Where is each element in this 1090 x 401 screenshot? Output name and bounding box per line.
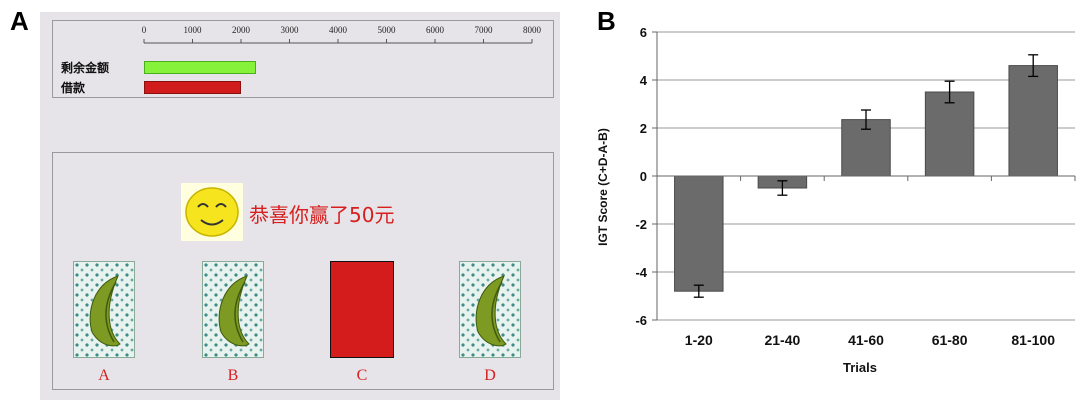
x-tick-label: 81-100 bbox=[1011, 332, 1055, 348]
card-label-a: A bbox=[98, 367, 110, 384]
leaf-icon bbox=[89, 275, 121, 347]
leaf-icon bbox=[475, 275, 507, 347]
card-label-b: B bbox=[227, 367, 239, 384]
x-tick-label: 1-20 bbox=[685, 332, 713, 348]
y-tick-label: 4 bbox=[640, 73, 648, 88]
scale-tick-label: 2000 bbox=[232, 25, 250, 35]
card-deck-a[interactable] bbox=[73, 261, 135, 358]
row-label-loan: 借款 bbox=[61, 81, 86, 95]
game-screen: 0 1000 2000 3000 4000 5000 6000 7000 8000 剩余金额 借… bbox=[40, 12, 560, 400]
panel-label-b: B bbox=[597, 6, 616, 36]
loan-bar bbox=[144, 81, 241, 94]
y-axis-label: IGT Score (C+D-A-B) bbox=[596, 128, 610, 246]
scale-tick-label: 8000 bbox=[523, 25, 541, 35]
x-tick-label: 61-80 bbox=[932, 332, 968, 348]
card-deck-d[interactable] bbox=[459, 261, 521, 358]
card-deck-b[interactable] bbox=[202, 261, 264, 358]
card-deck-c[interactable] bbox=[330, 261, 394, 358]
y-tick-label: -6 bbox=[635, 313, 647, 328]
scale-tick-label: 6000 bbox=[426, 25, 444, 35]
y-tick-label: 6 bbox=[640, 25, 647, 40]
scale-tick-label: 7000 bbox=[474, 25, 493, 35]
bar-81-100 bbox=[1008, 65, 1058, 177]
y-tick-label: 0 bbox=[640, 169, 647, 184]
scale-tick-label: 3000 bbox=[280, 25, 299, 35]
smiley-face-icon bbox=[181, 183, 243, 241]
balance-bar-panel: 0 1000 2000 3000 4000 5000 6000 7000 8000 剩余金额 借… bbox=[52, 20, 554, 98]
bar-1-20 bbox=[674, 175, 724, 292]
y-tick-labels: -6 -4 -2 0 2 4 6 bbox=[635, 25, 647, 328]
win-message: 恭喜你赢了50元 bbox=[249, 203, 395, 227]
scale-tick-label: 1000 bbox=[183, 25, 202, 35]
card-label-c: C bbox=[356, 367, 368, 384]
error-bars bbox=[693, 54, 1039, 298]
balance-bar bbox=[144, 61, 256, 74]
x-axis-label: Trials bbox=[843, 360, 877, 375]
panel-label-a: A bbox=[10, 6, 29, 36]
y-tick-label: 2 bbox=[640, 121, 647, 136]
axes bbox=[652, 31, 1076, 321]
x-tick-label: 21-40 bbox=[764, 332, 800, 348]
leaf-icon bbox=[218, 275, 250, 347]
igt-score-chart: -6 -4 -2 0 2 4 6 1-20 21-40 41-60 61-80 81-100 IGT… bbox=[596, 25, 1076, 375]
y-tick-label: -2 bbox=[635, 217, 647, 232]
card-label-d: D bbox=[484, 367, 496, 384]
scale-tick-label: 5000 bbox=[377, 25, 396, 35]
y-tick-label: -4 bbox=[635, 265, 647, 280]
row-label-balance: 剩余金额 bbox=[61, 61, 110, 75]
balance-scale bbox=[143, 39, 533, 44]
x-tick-label: 41-60 bbox=[848, 332, 884, 348]
card-table: 恭喜你赢了50元 A B C D bbox=[52, 152, 554, 390]
scale-tick-label: 0 bbox=[141, 25, 147, 35]
scale-tick-label: 4000 bbox=[329, 25, 347, 35]
bar-61-80 bbox=[924, 91, 975, 177]
bars bbox=[674, 65, 1058, 292]
x-tick-labels: 1-20 21-40 41-60 61-80 81-100 bbox=[685, 332, 1055, 348]
